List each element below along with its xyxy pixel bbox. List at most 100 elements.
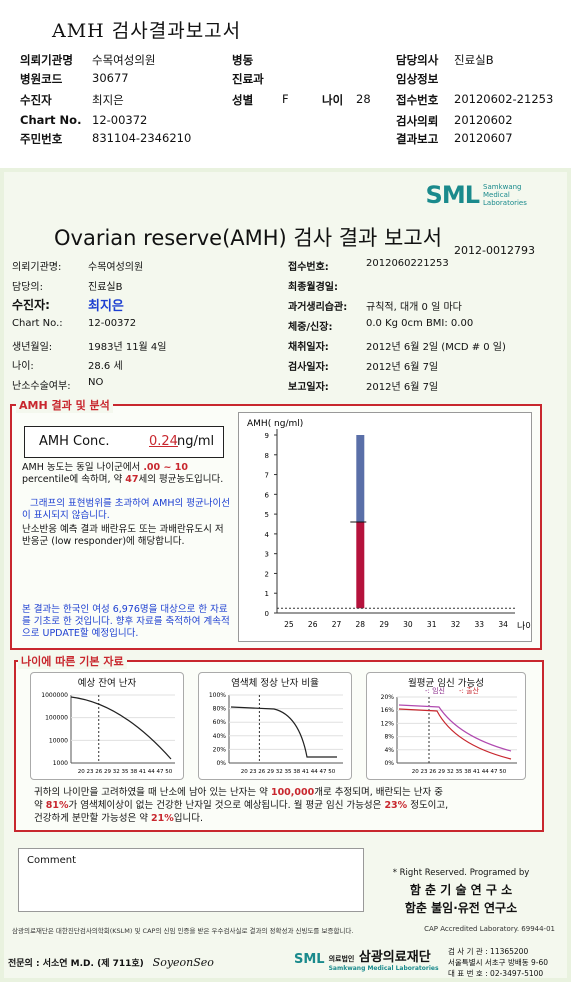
pregnancy-value: 23% <box>384 800 408 811</box>
x-tick-labels: 20 23 26 29 32 35 38 41 44 47 50 <box>78 769 173 775</box>
report-title: Ovarian reserve(AMH) 검사 결과 보고서 <box>54 226 443 250</box>
institute-name: 함 춘 기 술 연 구 소 <box>409 883 513 897</box>
analysis-text: 세의 평균농도입니다. <box>138 474 224 485</box>
amh-conc-label: AMH Conc. <box>39 434 110 449</box>
delivery-value: 21% <box>150 813 174 824</box>
field-value: F <box>282 92 289 106</box>
institute-name: 함춘 불임·유전 연구소 <box>404 901 518 915</box>
accreditation-note: 삼광의료재단은 대한진단검사의학회(KSLM) 및 CAP의 신임 인증을 받은… <box>12 927 354 935</box>
brand-name: 삼광의료재단 <box>358 950 431 965</box>
mini-chart-title: 예상 잔여 난자 <box>77 678 137 689</box>
field-value: 20120602-21253 <box>454 92 554 106</box>
field-value: 최지은 <box>92 93 124 107</box>
document-title: AMH 검사결과보고서 <box>52 20 242 42</box>
y-tick-label: 1 <box>265 590 269 598</box>
y-tick-label: 20% <box>381 694 395 701</box>
y-tick-label: 0 <box>265 610 269 618</box>
brand-prefix: 의료법인 <box>328 955 355 963</box>
info-label: 수진자: <box>12 298 50 312</box>
info-value: 28.6 세 <box>88 361 123 372</box>
contact-info: 검 사 기 관 : 11365200 서울특별시 서초구 방배동 9-60 대 … <box>448 946 548 979</box>
info-label: 접수번호: <box>288 262 329 273</box>
info-label: 과거생리습관: <box>288 302 348 313</box>
info-value: NO <box>88 377 104 388</box>
brand-sub: Samkwang Medical Laboratories <box>328 965 439 972</box>
y-tick-label: 3 <box>265 551 269 559</box>
report-inner: SML Samkwang Medical Laboratories Ovaria… <box>4 172 567 978</box>
field-label: 결과보고 <box>396 132 439 146</box>
y-tick-label: 0% <box>216 760 226 767</box>
delivery-curve <box>398 708 512 760</box>
y-tick-label: 1000000 <box>41 692 68 699</box>
field-label: Chart No. <box>20 113 82 127</box>
field-label: 검사의뢰 <box>396 114 439 128</box>
field-label: 접수번호 <box>396 93 439 107</box>
logo-text: SML <box>425 181 480 209</box>
y-tick-label: 7 <box>265 472 269 480</box>
x-tick-label: 32 <box>451 620 461 629</box>
mini-chart-svg: 1000 10000 100000 1000000 20 23 26 29 32 35 … <box>41 692 175 775</box>
x-tick-label: 34 <box>498 620 508 629</box>
amh-bar-upper <box>356 435 365 523</box>
summary-text: 약 <box>34 800 46 811</box>
remaining-eggs-curve <box>70 696 172 760</box>
field-label: 병동 <box>232 53 254 67</box>
cap-accreditation: CAP Accredited Laboratory. 69944-01 <box>424 925 555 933</box>
mini-chart-svg: 0% 4% 8% 12% 16% 20% 20 23 26 29 32 35 38 41 4… <box>381 686 517 775</box>
x-tick-labels: 20 23 26 29 32 35 38 41 44 47 50 <box>241 769 336 775</box>
summary-text: 귀하의 나이만을 고려하였을 때 난소에 남아 있는 난자는 약 <box>34 787 271 798</box>
analysis-paragraph-2: 그래프의 표현범위를 초과하여 AMH의 평균나이선이 표시되지 않습니다. <box>22 498 230 521</box>
y-tick-label: 40% <box>213 733 227 740</box>
normal-ratio-curve <box>230 706 337 758</box>
field-label: 성별 <box>232 93 254 107</box>
analysis-paragraph-4: 본 결과는 한국인 여성 6,976명을 대상으로 한 자료를 기초로 한 것입… <box>22 604 230 639</box>
age-data-section: 예상 잔여 난자 1000 10000 100000 1000000 20 23 26 … <box>14 660 544 832</box>
info-label: 의뢰기관명: <box>12 262 62 273</box>
field-label: 의뢰기관명 <box>20 53 73 67</box>
y-tick-label: 6 <box>265 491 270 499</box>
y-tick-label: 12% <box>381 720 395 727</box>
info-value: 2012년 6월 2일 (MCD # 0 일) <box>366 342 506 353</box>
field-value: 20120602 <box>454 113 513 127</box>
pregnancy-chance-chart: 월평균 임신 가능성 0% 4% 8% 12% 16% 20% 20 23 26 29 32… <box>366 672 526 780</box>
info-label: 보고일자: <box>288 382 329 393</box>
analysis-paragraph-1: AMH 농도는 동일 나이군에서 .00 ~ 10 percentile에 속하… <box>22 462 230 486</box>
y-tick-label: 100000 <box>45 715 68 722</box>
legend-pregnancy: -: 임신 <box>425 686 445 695</box>
y-tick-label: 8% <box>384 734 394 741</box>
field-label: 담당의사 <box>396 53 439 67</box>
info-label: 나이: <box>12 361 34 372</box>
percentile-range: .00 ~ 10 <box>143 462 188 473</box>
summary-text: 입니다. <box>173 813 203 824</box>
equivalent-age: 47 <box>125 474 139 485</box>
x-tick-label: 27 <box>332 620 342 629</box>
info-label: Chart No.: <box>12 318 63 329</box>
brand-line: 의료법인 삼광의료재단 <box>329 946 439 965</box>
info-value: 0.0 Kg 0cm BMI: 0.00 <box>366 318 474 329</box>
y-tick-label: 9 <box>265 432 269 440</box>
x-tick-label: 33 <box>475 620 485 629</box>
remaining-eggs-chart: 예상 잔여 난자 1000 10000 100000 1000000 20 23 26 … <box>30 672 184 780</box>
field-label: 병원코드 <box>20 72 63 86</box>
info-value: 수목여성의원 <box>88 262 144 273</box>
analysis-text: AMH 농도는 동일 나이군에서 <box>22 462 144 473</box>
field-label: 수진자 <box>20 93 52 107</box>
header-row: 병원코드 30677 진료과 임상정보 <box>20 71 560 89</box>
summary-line: 귀하의 나이만을 고려하였을 때 난소에 남아 있는 난자는 약 100,000… <box>34 786 544 799</box>
field-value: 28 <box>356 92 371 106</box>
x-tick-label: 29 <box>379 620 389 629</box>
patient-info-left: 의뢰기관명: 수목여성의원 담당의: 진료실B 수진자: 최지은 Chart N… <box>12 256 282 392</box>
bottom-brand: 의료법인 삼광의료재단 Samkwang Medical Laboratorie… <box>329 946 439 972</box>
info-value: 2012년 6월 7일 <box>366 382 439 393</box>
logo-subtext: Samkwang Medical Laboratories <box>483 183 527 207</box>
y-tick-label: 10000 <box>49 737 68 744</box>
contact-line: 대 표 번 호 : 02-3497-5100 <box>448 969 544 978</box>
info-value: 규칙적, 대개 0 일 마다 <box>366 302 462 313</box>
field-value: 20120607 <box>454 131 513 145</box>
header-row: 주민번호 831104-2346210 결과보고 20120607 <box>20 131 560 149</box>
info-label: 최종월경일: <box>288 282 338 293</box>
info-value: 2012년 6월 7일 <box>366 362 439 373</box>
x-tick-label: 25 <box>284 620 294 629</box>
signature: SoyeonSeo <box>152 956 214 969</box>
remaining-eggs-value: 100,000 <box>270 787 315 798</box>
